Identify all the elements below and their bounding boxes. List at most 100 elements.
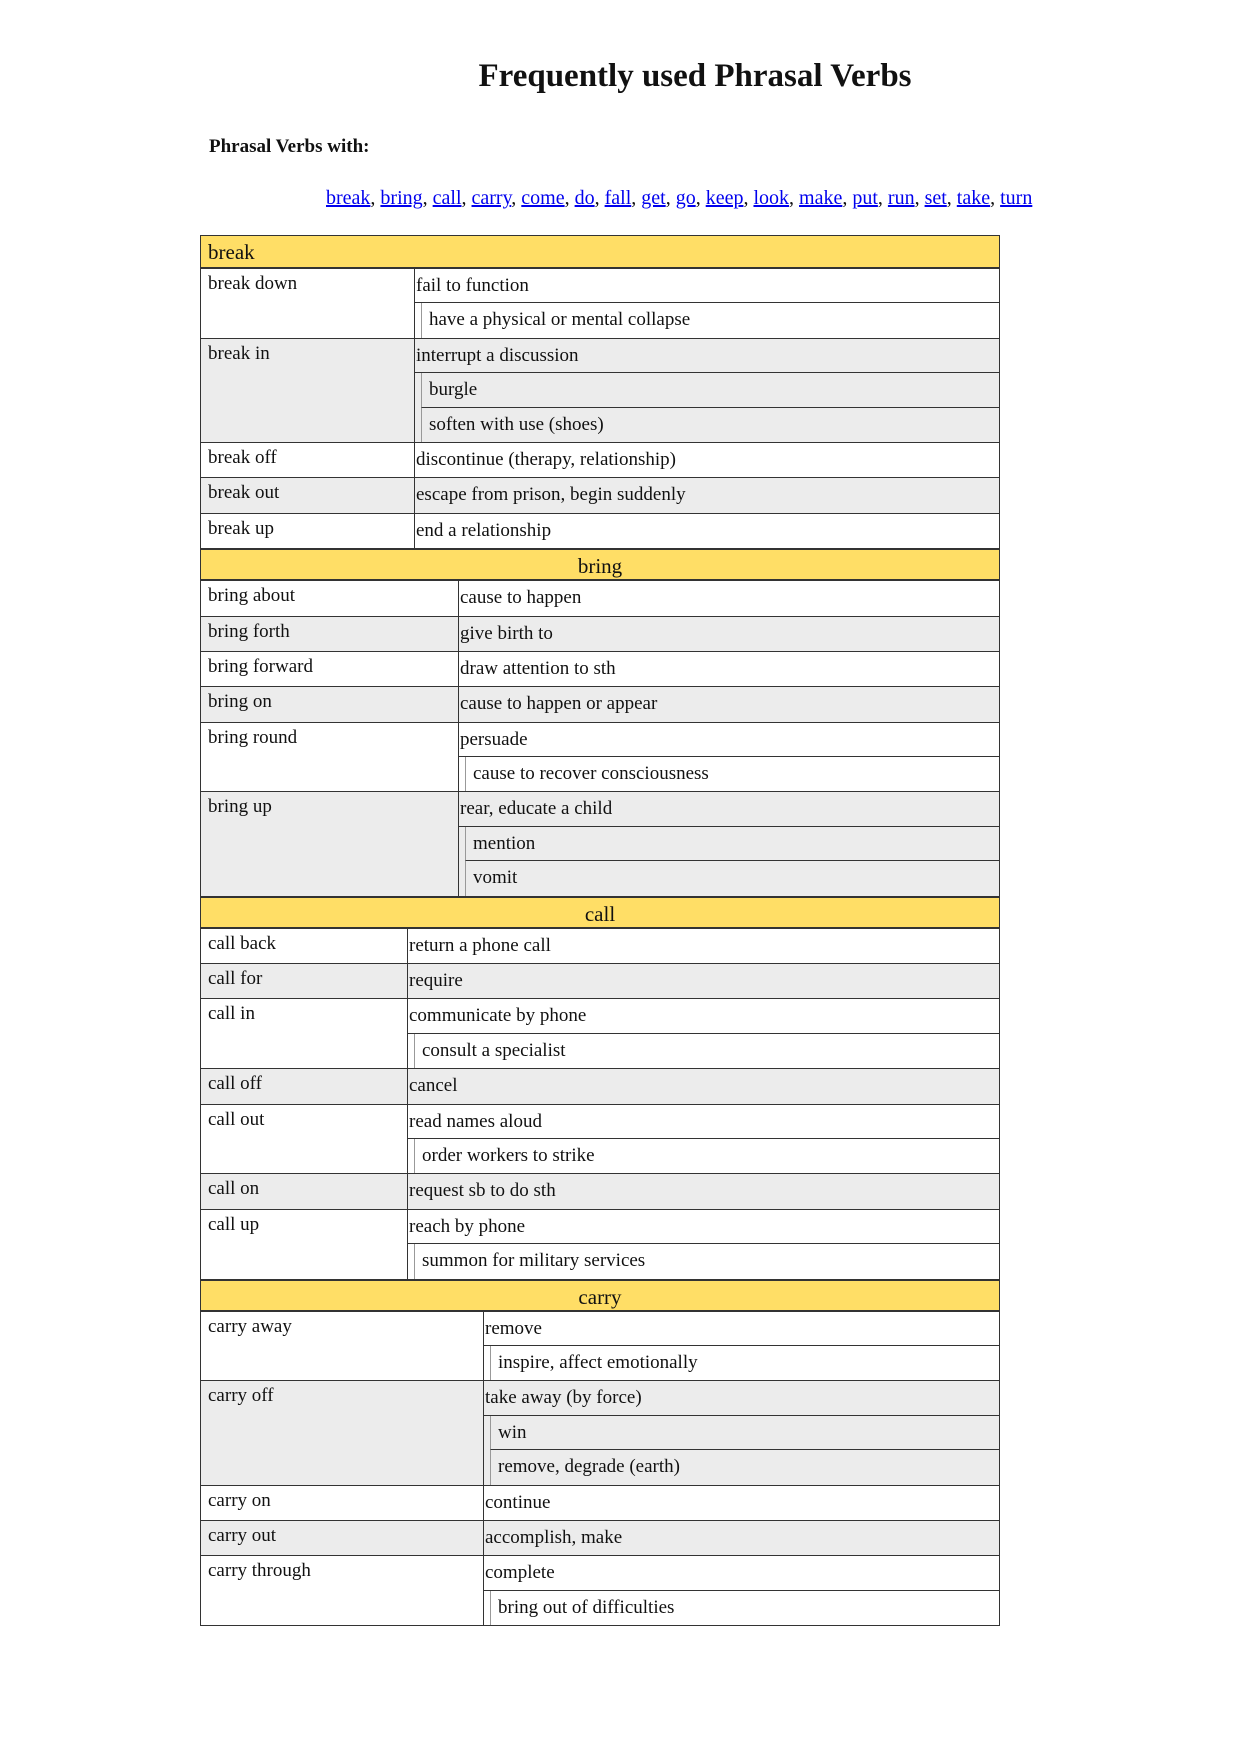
meaning: bring out of difficulties xyxy=(490,1590,999,1626)
phrasal-verb: bring up xyxy=(201,792,459,896)
meaning: order workers to strike xyxy=(414,1138,999,1174)
separator: , xyxy=(665,187,676,209)
meanings: cause to happen or appear xyxy=(459,687,999,721)
separator: , xyxy=(461,187,472,209)
link-turn[interactable]: turn xyxy=(1000,187,1033,209)
phrasal-verb: carry out xyxy=(201,1520,484,1556)
meaning: soften with use (shoes) xyxy=(421,407,999,442)
meaning: discontinue (therapy, relationship) xyxy=(416,448,676,470)
phrasal-verb: bring forward xyxy=(201,651,459,687)
phrasal-verb: call off xyxy=(201,1069,408,1104)
meaning: burgle xyxy=(421,373,999,408)
separator: , xyxy=(370,187,381,209)
meaning: return a phone call xyxy=(409,934,551,956)
page-title: Frequently used Phrasal Verbs xyxy=(478,58,912,94)
phrasal-verb: break off xyxy=(201,442,415,478)
phrasal-verb: carry through xyxy=(201,1556,484,1626)
meanings: cancel xyxy=(408,1069,999,1103)
table-row: carry off take away (by force) win remove, … xyxy=(201,1381,999,1486)
meanings: request sb to do sth xyxy=(408,1174,999,1208)
table-row: call in communicate by phone consult a spe… xyxy=(201,999,999,1070)
link-run[interactable]: run xyxy=(887,187,915,209)
meaning: mention xyxy=(465,826,999,862)
meaning: win xyxy=(490,1415,999,1451)
table-row: bring forth give birth to xyxy=(201,616,999,652)
meanings: read names aloud order workers to strike xyxy=(408,1105,999,1174)
table-row: call for require xyxy=(201,964,999,1000)
phrasal-verb: carry off xyxy=(201,1381,484,1485)
meaning: vomit xyxy=(465,861,999,896)
meanings: remove inspire, affect emotionally xyxy=(484,1312,999,1381)
table-row: bring on cause to happen or appear xyxy=(201,687,999,723)
meanings: persuade cause to recover consciousness xyxy=(459,723,999,792)
link-bring[interactable]: bring xyxy=(380,187,423,209)
meaning: fail to function xyxy=(415,269,999,304)
link-carry[interactable]: carry xyxy=(471,187,512,209)
separator: , xyxy=(789,187,800,209)
meaning: complete xyxy=(484,1556,999,1591)
meaning: cause to happen or appear xyxy=(460,693,658,715)
separator: , xyxy=(842,187,853,209)
link-set[interactable]: set xyxy=(924,187,947,209)
separator: , xyxy=(564,187,575,209)
table-row: carry on continue xyxy=(201,1485,999,1521)
link-make[interactable]: make xyxy=(799,187,843,209)
table-row: call on request sb to do sth xyxy=(201,1174,999,1210)
table-row: bring round persuade cause to recover cons… xyxy=(201,722,999,793)
verb-links: break, bring, call, carry, come, do, fal… xyxy=(326,187,1032,210)
meaning: communicate by phone xyxy=(408,999,999,1034)
link-call[interactable]: call xyxy=(432,187,462,209)
separator: , xyxy=(422,187,433,209)
link-take[interactable]: take xyxy=(956,187,991,209)
link-come[interactable]: come xyxy=(521,187,565,209)
section-header-bring: bring xyxy=(201,548,999,582)
table-row: break down fail to function have a physica… xyxy=(201,269,999,339)
meanings: cause to happen xyxy=(459,581,999,615)
meanings: continue xyxy=(484,1486,999,1520)
phrasal-verb: break up xyxy=(201,513,415,549)
meanings: give birth to xyxy=(459,617,999,651)
meaning: summon for military services xyxy=(414,1244,999,1279)
table-row: break out escape from prison, begin sudde… xyxy=(201,478,999,514)
link-do[interactable]: do xyxy=(574,187,595,209)
link-keep[interactable]: keep xyxy=(705,187,744,209)
link-fall[interactable]: fall xyxy=(604,187,632,209)
table-row: call out read names aloud order workers to… xyxy=(201,1104,999,1175)
table-row: call up reach by phone summon for military… xyxy=(201,1209,999,1279)
meanings: end a relationship xyxy=(415,514,999,548)
subtitle: Phrasal Verbs with: xyxy=(209,136,370,157)
separator: , xyxy=(743,187,754,209)
meaning: consult a specialist xyxy=(414,1033,999,1069)
phrasal-verb: bring about xyxy=(201,581,459,616)
meanings: reach by phone summon for military servic… xyxy=(408,1210,999,1279)
meaning: rear, educate a child xyxy=(459,792,999,827)
table-row: bring up rear, educate a child mention vomi… xyxy=(201,792,999,896)
link-look[interactable]: look xyxy=(753,187,790,209)
meaning: continue xyxy=(485,1491,551,1513)
meaning: end a relationship xyxy=(416,519,552,541)
phrasal-verb: call up xyxy=(201,1209,408,1279)
separator: , xyxy=(914,187,925,209)
separator: , xyxy=(631,187,642,209)
link-break[interactable]: break xyxy=(326,187,371,209)
link-put[interactable]: put xyxy=(852,187,878,209)
section-header-carry: carry xyxy=(201,1278,999,1312)
meanings: accomplish, make xyxy=(484,1521,999,1555)
table-row: break in interrupt a discussion burgle soft… xyxy=(201,338,999,443)
meaning: escape from prison, begin suddenly xyxy=(416,484,686,506)
meanings: discontinue (therapy, relationship) xyxy=(415,443,999,477)
link-get[interactable]: get xyxy=(641,187,666,209)
meanings: return a phone call xyxy=(408,929,999,963)
meaning: remove, degrade (earth) xyxy=(490,1450,999,1485)
separator: , xyxy=(877,187,888,209)
phrasal-verb: call for xyxy=(201,964,408,999)
meanings: escape from prison, begin suddenly xyxy=(415,478,999,512)
link-go[interactable]: go xyxy=(675,187,696,209)
separator: , xyxy=(594,187,605,209)
phrasal-verb: carry on xyxy=(201,1485,484,1520)
meaning: inspire, affect emotionally xyxy=(490,1345,999,1381)
meaning: request sb to do sth xyxy=(409,1180,556,1202)
meaning: give birth to xyxy=(460,622,553,644)
separator: , xyxy=(511,187,522,209)
meanings: take away (by force) win remove, degrade (… xyxy=(484,1381,999,1485)
